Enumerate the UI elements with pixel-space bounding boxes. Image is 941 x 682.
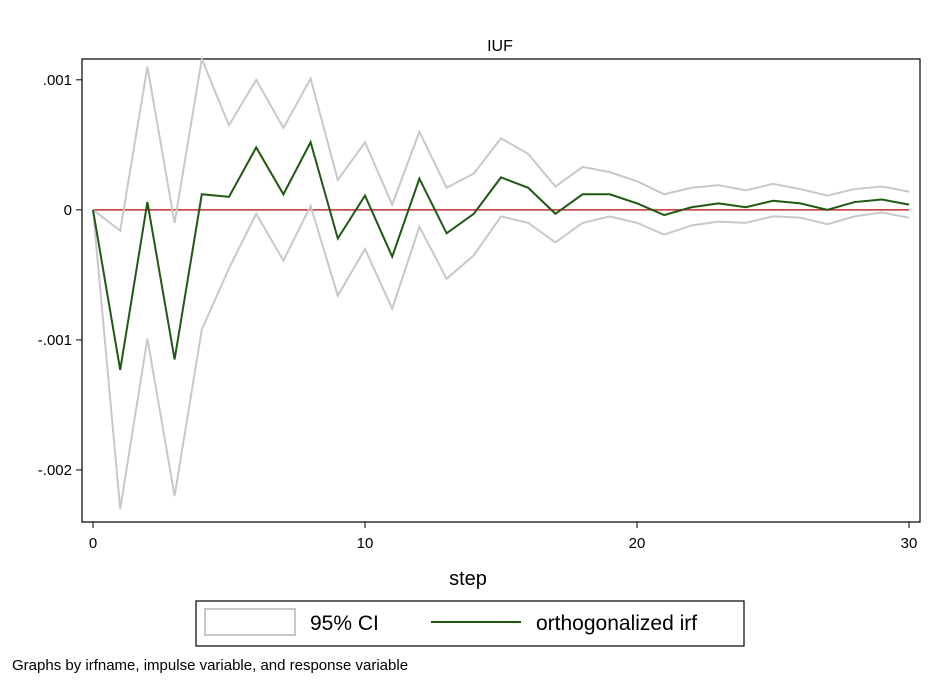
x-axis: 0 10 20 30 (89, 522, 918, 552)
x-tick-label: 0 (89, 535, 97, 552)
y-tick-label: .001 (43, 72, 72, 89)
x-tick-label: 10 (357, 535, 374, 552)
y-tick-label: 0 (64, 202, 72, 219)
y-tick-label: -.001 (38, 332, 72, 349)
graph-note: Graphs by irfname, impulse variable, and… (12, 657, 408, 674)
legend: 95% CI orthogonalized irf (195, 600, 745, 647)
y-axis: .001 0 -.001 -.002 (38, 72, 82, 479)
x-tick-label: 30 (901, 535, 918, 552)
x-tick-label: 20 (629, 535, 646, 552)
chart-title: IUF (487, 38, 513, 55)
series-layer (92, 55, 910, 510)
x-axis-label: step (449, 568, 487, 590)
y-tick-label: -.002 (38, 462, 72, 479)
series-line-orthogonalized-irf (92, 139, 910, 370)
legend-label-ci: 95% CI (310, 612, 379, 635)
plot-frame (81, 58, 921, 523)
series-line-95-ci-lower (92, 203, 910, 510)
series-line-95-ci-upper (92, 55, 910, 233)
legend-label-irf: orthogonalized irf (536, 612, 697, 635)
legend-key-ci (204, 608, 296, 636)
